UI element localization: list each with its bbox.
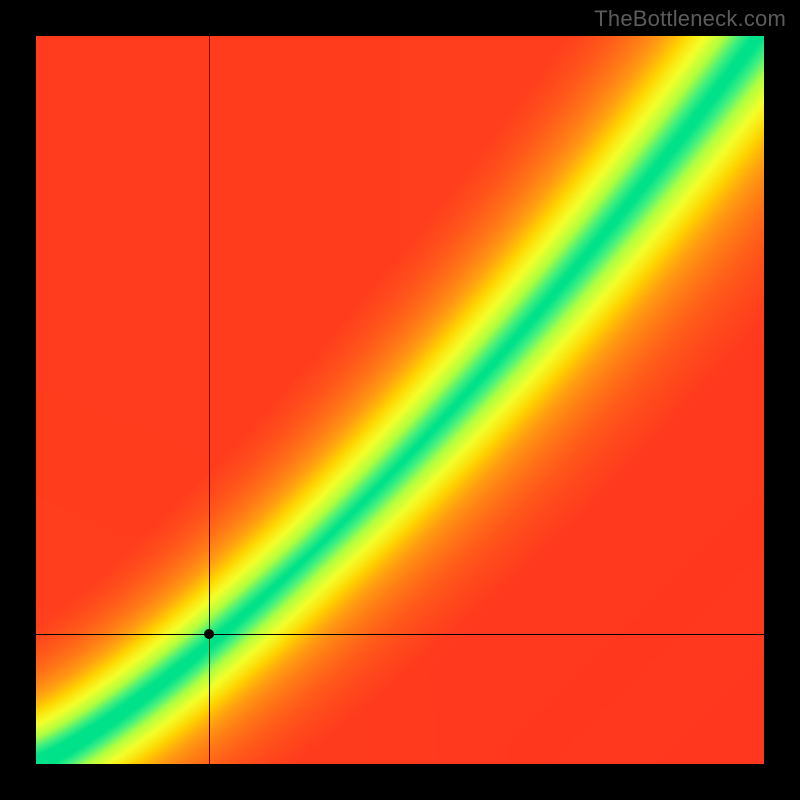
watermark-text: TheBottleneck.com bbox=[594, 6, 786, 32]
crosshair-vertical bbox=[209, 36, 210, 764]
heatmap-plot bbox=[36, 36, 764, 764]
crosshair-horizontal bbox=[36, 634, 764, 635]
heatmap-canvas bbox=[36, 36, 764, 764]
data-point-marker bbox=[204, 629, 214, 639]
